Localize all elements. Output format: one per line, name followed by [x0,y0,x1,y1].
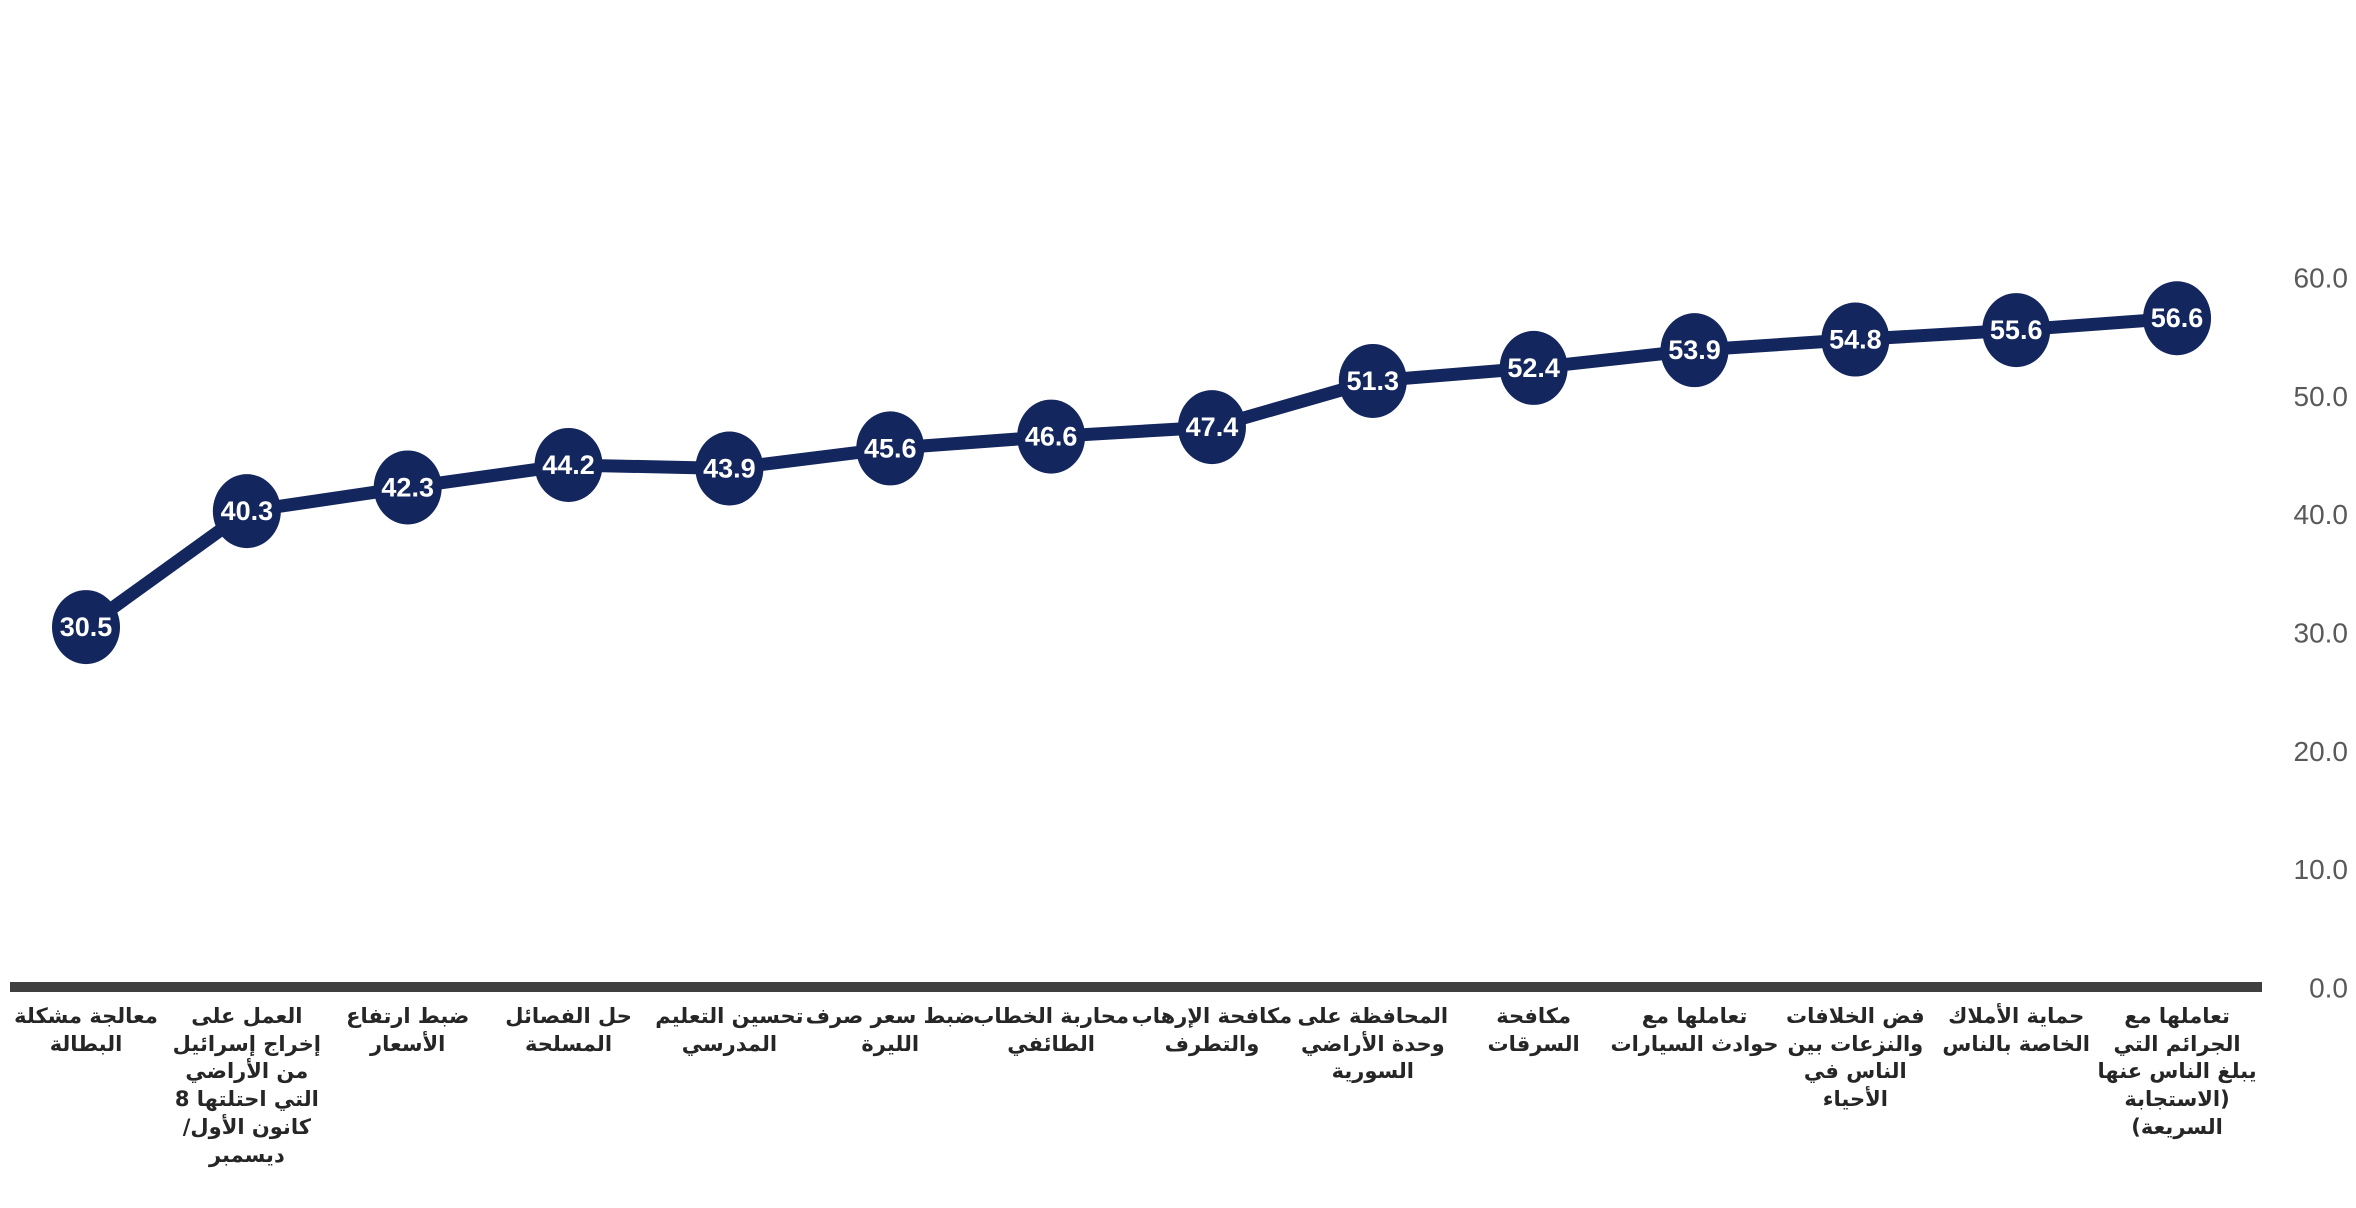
data-point-marker [2143,281,2212,356]
data-point-value: 53.9 [1668,335,1721,365]
x-axis-label: معالجة مشكلة البطالة [14,1004,158,1056]
data-point-marker [1982,293,2051,368]
x-axis-label: تعاملها مع الجرائم التي يبلغ الناس عنها … [2097,1004,2257,1139]
data-point-marker [1660,313,1729,388]
data-point-value: 44.2 [542,450,595,480]
data-point-value: 46.6 [1025,422,1078,452]
x-axis-label: المحافظة على وحدة الأراضي السورية [1297,1004,1449,1084]
x-axis-label: مكافحة السرقات [1487,1004,1580,1056]
data-point-value: 30.5 [60,612,113,642]
data-point-marker [695,431,764,506]
x-axis-label: تحسين التعليم المدرسي [655,1004,804,1056]
data-point-value: 45.6 [864,433,917,463]
y-axis-tick-label: 20.0 [2294,736,2349,767]
data-point-marker [1338,343,1407,418]
data-point-value: 52.4 [1507,353,1560,383]
y-axis-tick-label: 60.0 [2294,263,2349,294]
data-point-value: 42.3 [381,472,434,502]
data-point-marker [1017,399,1086,474]
data-point-marker [212,474,281,549]
data-point-value: 55.6 [1990,315,2043,345]
x-axis-line [10,982,2262,992]
y-axis-tick-label: 40.0 [2294,499,2349,530]
x-axis-label: محاربة الخطاب الطائفي [973,1004,1129,1056]
data-point-value: 54.8 [1829,325,1882,355]
x-axis-label: العمل على إخراج إسرائيل من الأراضي التي … [172,1004,322,1167]
data-point-marker [1821,302,1890,377]
data-point-marker [373,450,442,525]
y-axis-tick-label: 50.0 [2294,381,2349,412]
data-point-marker [1499,330,1568,405]
data-point-marker [856,411,925,486]
x-axis-label: ضبط سعر صرف الليرة [805,1004,975,1056]
y-axis-tick-label: 30.0 [2294,618,2349,649]
x-axis-label: تعاملها مع حوادث السيارات [1610,1004,1779,1056]
data-point-value: 47.4 [1186,412,1239,442]
y-axis-tick-label: 10.0 [2294,854,2349,885]
data-point-marker [52,590,120,665]
x-axis-label: مكافحة الإرهاب والتطرف [1131,1004,1293,1056]
data-point-marker [534,427,603,502]
data-point-value: 40.3 [221,496,274,526]
data-point-value: 56.6 [2151,303,2204,333]
data-point-marker [1177,390,1246,465]
x-axis-label: فض الخلافات والنزعات بين الناس في الأحيا… [1786,1004,1925,1112]
x-axis-label: حماية الأملاك الخاصة بالناس [1942,1004,2090,1056]
y-axis-tick-label: 0.0 [2309,973,2348,1004]
x-axis-label: حل الفصائل المسلحة [505,1004,632,1056]
data-point-value: 43.9 [703,454,756,484]
x-axis-label: ضبط ارتفاع الأسعار [346,1004,470,1056]
data-point-value: 51.3 [1347,366,1400,396]
